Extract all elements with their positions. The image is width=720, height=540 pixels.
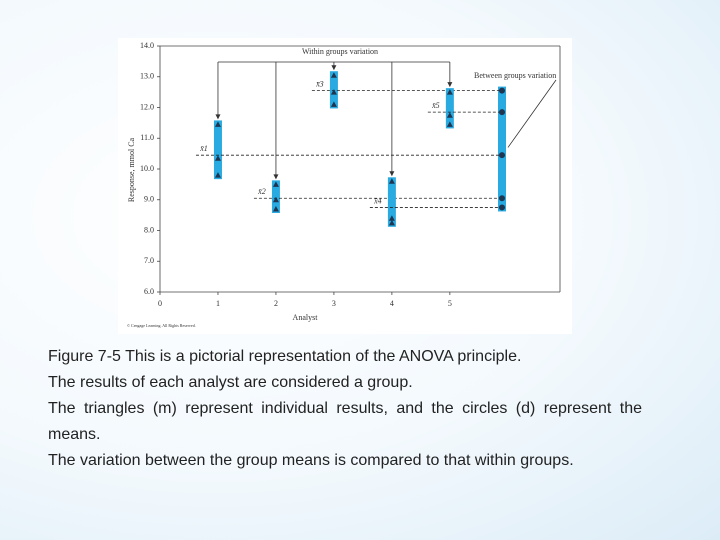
triangle: [330, 89, 337, 95]
triangle: [446, 89, 453, 95]
y-tick-label: 10.0: [140, 164, 154, 173]
y-tick-label: 12.0: [140, 102, 154, 111]
triangle: [214, 121, 221, 127]
arrow-head: [447, 82, 453, 88]
y-tick-label: 14.0: [140, 41, 154, 50]
caption-line: The triangles (m) represent individual r…: [48, 400, 642, 443]
arrow-head: [389, 171, 395, 177]
range-bar: [387, 177, 396, 227]
triangle: [272, 196, 279, 203]
mean-circle: [499, 109, 505, 116]
x-tick-label: 2: [274, 299, 278, 308]
triangle: [330, 72, 337, 78]
chart-background: [118, 38, 572, 334]
range-bar: [213, 120, 222, 180]
triangle: [272, 205, 279, 212]
triangle: [388, 178, 395, 184]
copyright: © Cengage Learning. All Rights Reserved.: [127, 323, 196, 328]
triangle: [388, 219, 395, 226]
x-tick-label: 4: [390, 299, 394, 308]
y-tick-label: 11.0: [140, 133, 154, 142]
mean-circle: [499, 152, 505, 159]
mean-label: x̄1: [199, 144, 208, 153]
mean-circle: [499, 195, 505, 202]
caption: Figure 7-5 This is a pictorial represent…: [48, 344, 642, 474]
y-axis-label: Response, mmol Ca: [127, 137, 136, 202]
triangle: [272, 181, 279, 187]
arrow-head: [273, 174, 279, 180]
x-axis-label: Analyst: [293, 313, 319, 322]
caption-line: The results of each analyst are consider…: [48, 374, 413, 391]
triangle: [446, 112, 453, 118]
triangle: [388, 215, 395, 221]
mean-circle: [499, 87, 505, 94]
y-tick-label: 9.0: [144, 195, 154, 204]
range-bar: [445, 88, 454, 129]
mean-circle: [499, 204, 505, 211]
mean-label: x̄4: [373, 196, 382, 205]
y-tick-label: 6.0: [144, 287, 154, 296]
mean-label: x̄5: [431, 101, 440, 110]
triangle: [446, 121, 453, 127]
x-tick-label: 3: [332, 299, 336, 308]
arrow-head: [331, 65, 337, 71]
between-bar: [498, 86, 506, 212]
x-tick-label: 5: [448, 299, 452, 308]
range-bar: [271, 180, 280, 213]
triangle: [330, 101, 337, 107]
y-tick-label: 7.0: [144, 256, 154, 265]
x-tick-label: 1: [216, 299, 220, 308]
y-tick-label: 13.0: [140, 72, 154, 81]
caption-line: The variation between the group means is…: [48, 452, 574, 469]
mean-label: x̄3: [315, 79, 324, 88]
triangle: [214, 172, 221, 178]
arrow-head: [215, 114, 221, 120]
mean-label: x̄2: [257, 187, 266, 196]
chart: Response, mmol Ca Analyst © Cengage Lear…: [118, 38, 572, 334]
annotation: Between groups variation: [474, 71, 556, 80]
triangle: [214, 155, 221, 161]
y-tick-label: 8.0: [144, 225, 154, 234]
caption-line: Figure 7-5 This is a pictorial represent…: [48, 348, 522, 365]
x-tick-label: 0: [158, 299, 162, 308]
arrow: [507, 79, 557, 148]
annotation: Within groups variation: [302, 47, 378, 56]
